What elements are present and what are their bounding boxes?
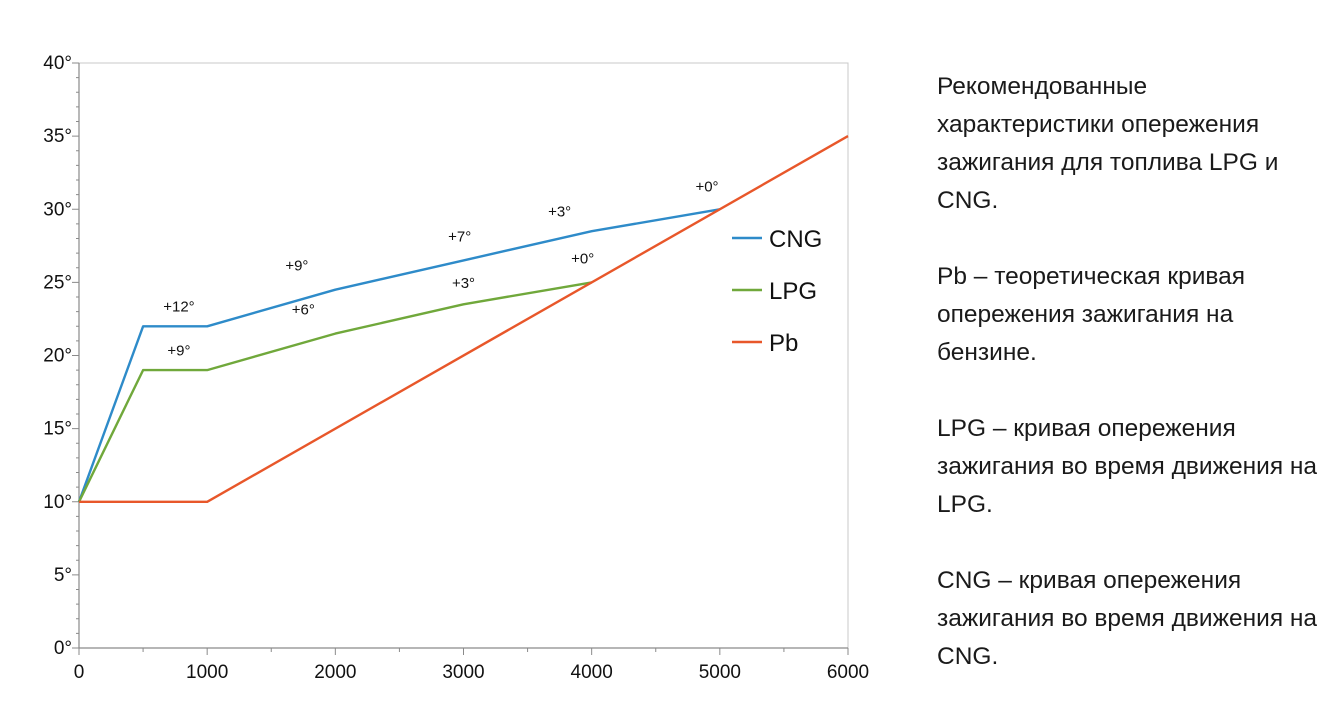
description-paragraph-pb: Pb – теоретическая кривая опережения заж… <box>937 263 1246 366</box>
y-tick-label: 30° <box>43 199 72 220</box>
delta-annotation: +9° <box>167 343 190 360</box>
delta-annotation: +0° <box>695 179 718 196</box>
y-tick-label: 5° <box>54 565 72 586</box>
x-tick-label: 5000 <box>699 662 741 683</box>
delta-annotation: +12° <box>163 299 194 316</box>
delta-annotation: +6° <box>292 302 315 319</box>
x-tick-label: 2000 <box>314 662 356 683</box>
y-tick-label: 10° <box>43 492 72 513</box>
delta-annotation: +3° <box>548 204 571 221</box>
ignition-advance-chart: 0 1000 2000 3000 4000 5000 6000 0° 5° 10° 15° 20° 2… <box>43 53 869 683</box>
y-tick-label: 20° <box>43 346 72 367</box>
y-tick-label: 40° <box>43 53 72 74</box>
y-tick-label: 25° <box>43 272 72 293</box>
y-tick-label: 35° <box>43 126 72 147</box>
legend-label-pb: Pb <box>769 330 798 357</box>
legend-label-lpg: LPG <box>769 278 817 305</box>
x-tick-label: 1000 <box>186 662 228 683</box>
y-tick-label: 0° <box>54 638 72 659</box>
x-tick-label: 6000 <box>827 662 869 683</box>
y-tick-label: 15° <box>43 419 72 440</box>
description-paragraph-intro: Рекомендованные характеристики опережени… <box>937 73 1279 214</box>
delta-annotation: +3° <box>452 275 475 292</box>
delta-annotation: +9° <box>285 258 308 275</box>
series-line-pb <box>79 135 849 503</box>
x-tick-label: 3000 <box>442 662 484 683</box>
description-paragraph-lpg: LPG – кривая опережения зажигания во вре… <box>937 415 1318 518</box>
x-tick-label: 4000 <box>571 662 613 683</box>
legend-label-cng: CNG <box>769 226 822 253</box>
x-tick-label: 0 <box>74 662 85 683</box>
description-panel: Рекомендованные характеристики опережени… <box>937 68 1322 714</box>
description-paragraph-cng: CNG – кривая опережения зажигания во вре… <box>937 567 1318 670</box>
series-line-cng <box>77 208 721 503</box>
delta-annotation: +0° <box>571 250 594 267</box>
series-line-lpg <box>77 281 592 503</box>
delta-annotation: +7° <box>448 228 471 245</box>
